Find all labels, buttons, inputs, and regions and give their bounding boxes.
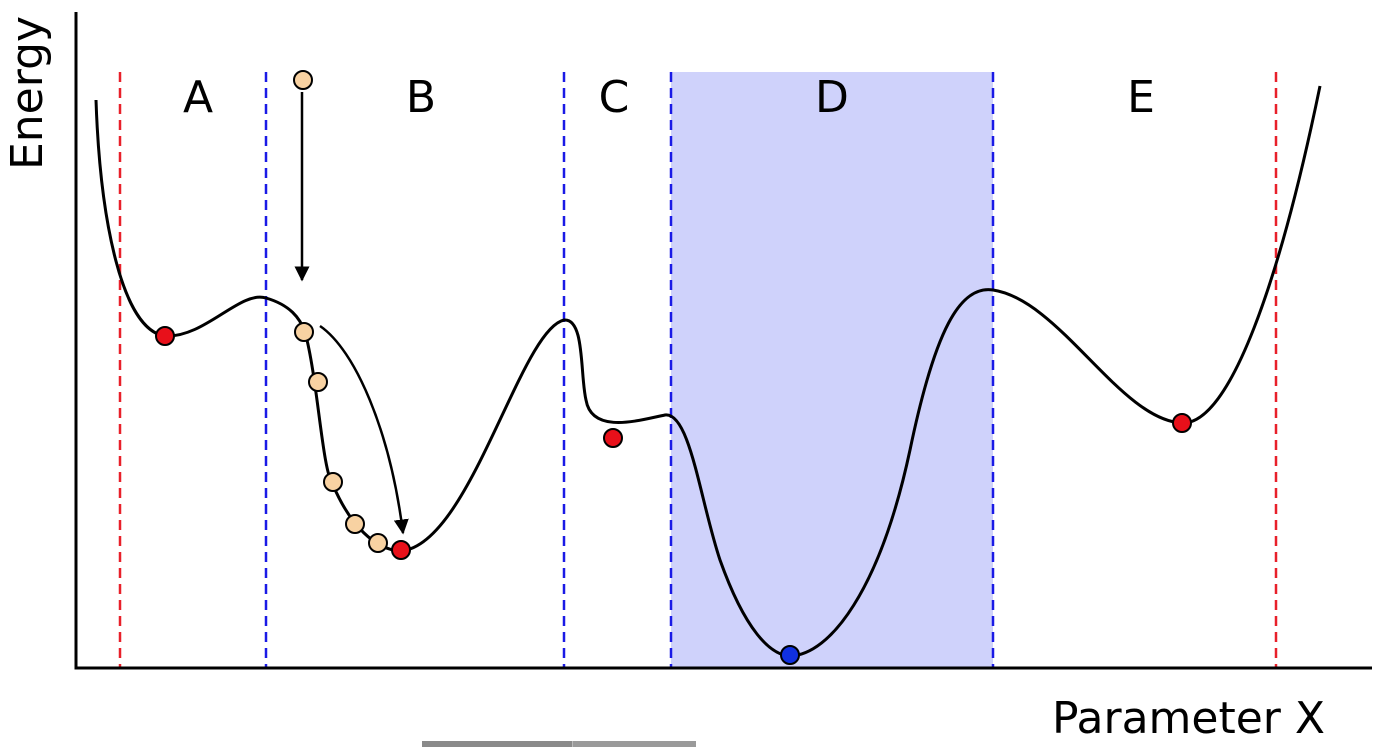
region-label-b: B — [406, 72, 436, 123]
trajectory-ball — [308, 372, 328, 392]
scrollbar-thumb[interactable] — [422, 741, 572, 747]
region-label-e: E — [1127, 72, 1155, 123]
relaxation-arrow — [319, 324, 409, 535]
horizontal-scrollbar[interactable] — [422, 741, 696, 747]
y-axis-label: Energy — [2, 16, 53, 170]
x-axis-label: Parameter X — [1052, 693, 1325, 744]
region-label-a: A — [183, 72, 213, 123]
trajectory-ball — [294, 322, 314, 342]
local-minimum-e — [1172, 413, 1192, 433]
trajectory-ball — [323, 472, 343, 492]
dropping-ball — [293, 70, 313, 90]
energy-curve — [94, 85, 1322, 658]
trajectory-ball — [368, 533, 388, 553]
local-minimum-a — [155, 326, 175, 346]
local-minimum-b — [391, 540, 411, 560]
highlight-region-d — [671, 72, 993, 668]
region-label-d: D — [815, 72, 849, 123]
global-minimum-d — [780, 645, 800, 665]
local-minimum-c — [603, 428, 623, 448]
trajectory-ball — [345, 514, 365, 534]
scrollbar-track[interactable] — [572, 741, 696, 747]
region-label-c: C — [599, 72, 630, 123]
